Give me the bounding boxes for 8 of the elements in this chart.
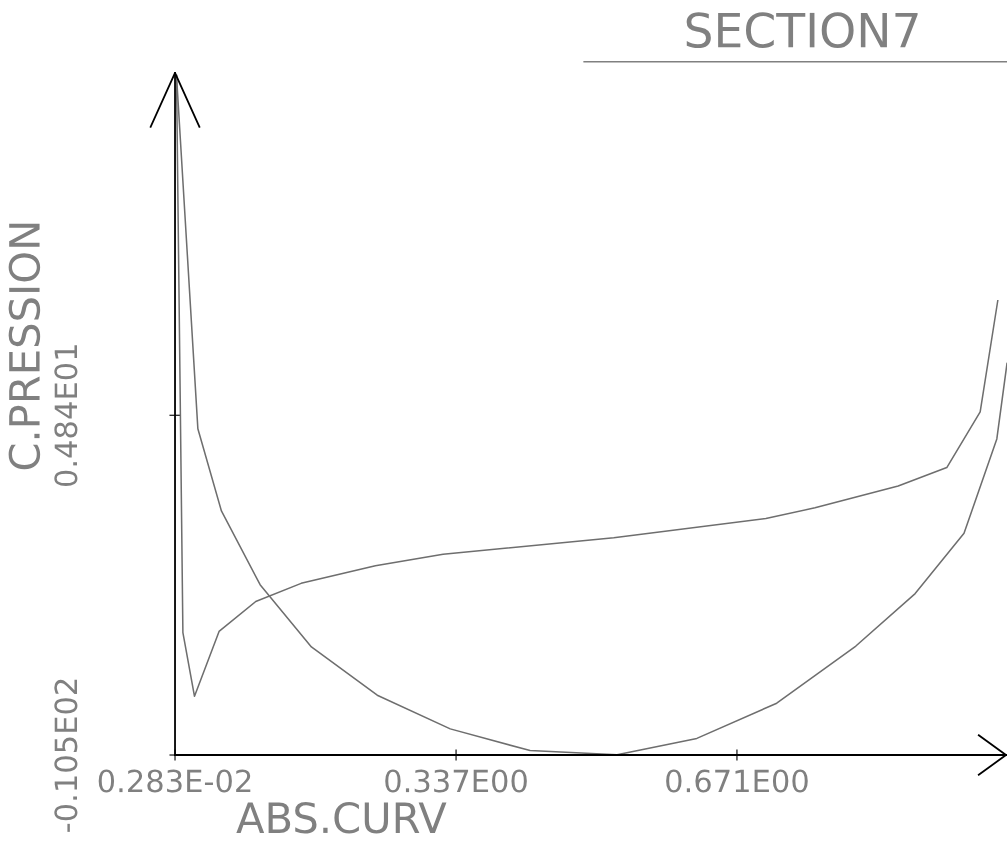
- x-tick-label: 0.337E00: [385, 769, 527, 793]
- y-tick-label: 0.484E01: [54, 345, 78, 487]
- x-tick-label: 0.283E-02: [98, 769, 251, 793]
- x-axis-title: ABS.CURV: [236, 801, 447, 834]
- y-tick-label: -0.105E02: [54, 679, 78, 832]
- chart-title: SECTION7: [686, 12, 918, 48]
- x-tick-label: 0.671E00: [666, 769, 808, 793]
- y-axis-title: C.PRESSION: [8, 223, 41, 470]
